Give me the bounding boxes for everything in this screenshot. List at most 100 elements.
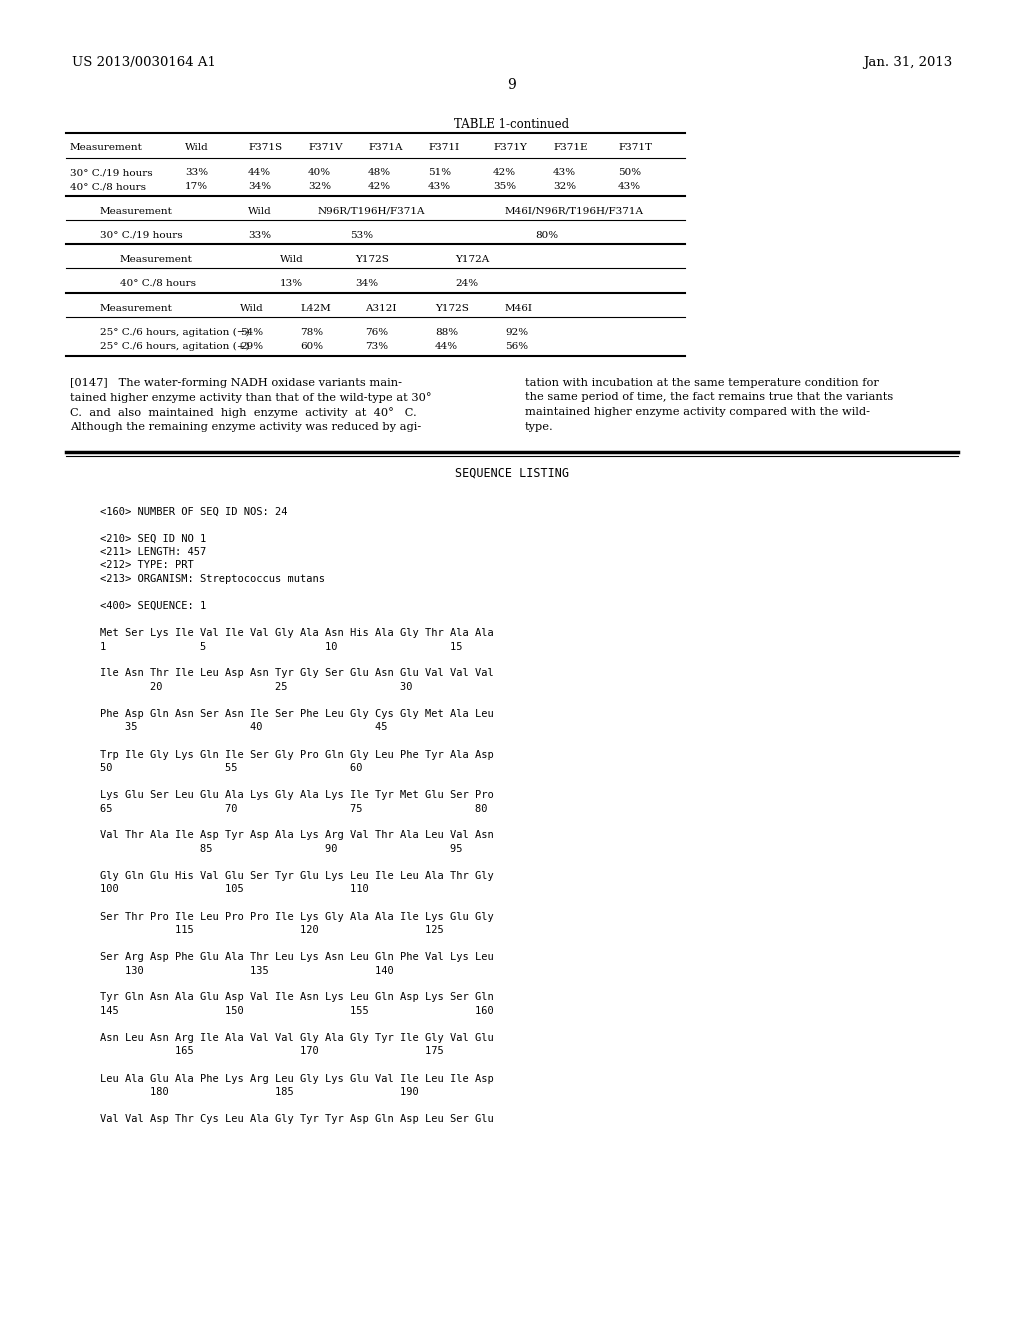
Text: tation with incubation at the same temperature condition for: tation with incubation at the same tempe…	[525, 378, 879, 388]
Text: 40° C./8 hours: 40° C./8 hours	[70, 182, 146, 191]
Text: F371E: F371E	[553, 143, 588, 152]
Text: 13%: 13%	[280, 279, 303, 288]
Text: Y172A: Y172A	[455, 255, 489, 264]
Text: Ser Arg Asp Phe Glu Ala Thr Leu Lys Asn Leu Gln Phe Val Lys Leu: Ser Arg Asp Phe Glu Ala Thr Leu Lys Asn …	[100, 952, 494, 962]
Text: Met Ser Lys Ile Val Ile Val Gly Ala Asn His Ala Gly Thr Ala Ala: Met Ser Lys Ile Val Ile Val Gly Ala Asn …	[100, 628, 494, 638]
Text: 65                  70                  75                  80: 65 70 75 80	[100, 804, 487, 813]
Text: F371I: F371I	[428, 143, 459, 152]
Text: <212> TYPE: PRT: <212> TYPE: PRT	[100, 561, 194, 570]
Text: Val Val Asp Thr Cys Leu Ala Gly Tyr Tyr Asp Gln Asp Leu Ser Glu: Val Val Asp Thr Cys Leu Ala Gly Tyr Tyr …	[100, 1114, 494, 1125]
Text: Ser Thr Pro Ile Leu Pro Pro Ile Lys Gly Ala Ala Ile Lys Glu Gly: Ser Thr Pro Ile Leu Pro Pro Ile Lys Gly …	[100, 912, 494, 921]
Text: A312I: A312I	[365, 304, 396, 313]
Text: <400> SEQUENCE: 1: <400> SEQUENCE: 1	[100, 601, 206, 611]
Text: Although the remaining enzyme activity was reduced by agi-: Although the remaining enzyme activity w…	[70, 421, 421, 432]
Text: 130                 135                 140: 130 135 140	[100, 965, 394, 975]
Text: Leu Ala Glu Ala Phe Lys Arg Leu Gly Lys Glu Val Ile Leu Ile Asp: Leu Ala Glu Ala Phe Lys Arg Leu Gly Lys …	[100, 1073, 494, 1084]
Text: 43%: 43%	[428, 182, 452, 191]
Text: tained higher enzyme activity than that of the wild-type at 30°: tained higher enzyme activity than that …	[70, 392, 432, 404]
Text: 44%: 44%	[435, 342, 458, 351]
Text: 34%: 34%	[248, 182, 271, 191]
Text: 92%: 92%	[505, 327, 528, 337]
Text: Gly Gln Glu His Val Glu Ser Tyr Glu Lys Leu Ile Leu Ala Thr Gly: Gly Gln Glu His Val Glu Ser Tyr Glu Lys …	[100, 871, 494, 880]
Text: maintained higher enzyme activity compared with the wild-: maintained higher enzyme activity compar…	[525, 407, 870, 417]
Text: 78%: 78%	[300, 327, 324, 337]
Text: US 2013/0030164 A1: US 2013/0030164 A1	[72, 55, 216, 69]
Text: TABLE 1-continued: TABLE 1-continued	[455, 117, 569, 131]
Text: 165                 170                 175: 165 170 175	[100, 1047, 443, 1056]
Text: 35                  40                  45: 35 40 45	[100, 722, 387, 733]
Text: 42%: 42%	[368, 182, 391, 191]
Text: M46I/N96R/T196H/F371A: M46I/N96R/T196H/F371A	[505, 207, 644, 216]
Text: Measurement: Measurement	[100, 207, 173, 216]
Text: 32%: 32%	[553, 182, 577, 191]
Text: 32%: 32%	[308, 182, 331, 191]
Text: N96R/T196H/F371A: N96R/T196H/F371A	[318, 207, 426, 216]
Text: F371V: F371V	[308, 143, 342, 152]
Text: 73%: 73%	[365, 342, 388, 351]
Text: 43%: 43%	[618, 182, 641, 191]
Text: 20                  25                  30: 20 25 30	[100, 682, 413, 692]
Text: 1               5                   10                  15: 1 5 10 15	[100, 642, 463, 652]
Text: 48%: 48%	[368, 168, 391, 177]
Text: 44%: 44%	[248, 168, 271, 177]
Text: Trp Ile Gly Lys Gln Ile Ser Gly Pro Gln Gly Leu Phe Tyr Ala Asp: Trp Ile Gly Lys Gln Ile Ser Gly Pro Gln …	[100, 750, 494, 759]
Text: <211> LENGTH: 457: <211> LENGTH: 457	[100, 546, 206, 557]
Text: 34%: 34%	[355, 279, 378, 288]
Text: 54%: 54%	[240, 327, 263, 337]
Text: F371A: F371A	[368, 143, 402, 152]
Text: Tyr Gln Asn Ala Glu Asp Val Ile Asn Lys Leu Gln Asp Lys Ser Gln: Tyr Gln Asn Ala Glu Asp Val Ile Asn Lys …	[100, 993, 494, 1002]
Text: 50                  55                  60: 50 55 60	[100, 763, 362, 774]
Text: Phe Asp Gln Asn Ser Asn Ile Ser Phe Leu Gly Cys Gly Met Ala Leu: Phe Asp Gln Asn Ser Asn Ile Ser Phe Leu …	[100, 709, 494, 719]
Text: C.  and  also  maintained  high  enzyme  activity  at  40°   C.: C. and also maintained high enzyme activ…	[70, 407, 417, 418]
Text: 35%: 35%	[493, 182, 516, 191]
Text: 180                 185                 190: 180 185 190	[100, 1086, 419, 1097]
Text: 50%: 50%	[618, 168, 641, 177]
Text: 56%: 56%	[505, 342, 528, 351]
Text: Val Thr Ala Ile Asp Tyr Asp Ala Lys Arg Val Thr Ala Leu Val Asn: Val Thr Ala Ile Asp Tyr Asp Ala Lys Arg …	[100, 830, 494, 841]
Text: F371T: F371T	[618, 143, 652, 152]
Text: <210> SEQ ID NO 1: <210> SEQ ID NO 1	[100, 533, 206, 544]
Text: 115                 120                 125: 115 120 125	[100, 925, 443, 935]
Text: 25° C./6 hours, agitation (+): 25° C./6 hours, agitation (+)	[100, 342, 250, 351]
Text: Y172S: Y172S	[435, 304, 469, 313]
Text: 42%: 42%	[493, 168, 516, 177]
Text: 60%: 60%	[300, 342, 324, 351]
Text: Ile Asn Thr Ile Leu Asp Asn Tyr Gly Ser Glu Asn Glu Val Val Val: Ile Asn Thr Ile Leu Asp Asn Tyr Gly Ser …	[100, 668, 494, 678]
Text: Measurement: Measurement	[70, 143, 143, 152]
Text: F371S: F371S	[248, 143, 283, 152]
Text: 51%: 51%	[428, 168, 452, 177]
Text: Jan. 31, 2013: Jan. 31, 2013	[863, 55, 952, 69]
Text: SEQUENCE LISTING: SEQUENCE LISTING	[455, 467, 569, 480]
Text: <160> NUMBER OF SEQ ID NOS: 24: <160> NUMBER OF SEQ ID NOS: 24	[100, 507, 288, 516]
Text: 145                 150                 155                 160: 145 150 155 160	[100, 1006, 494, 1016]
Text: 30° C./19 hours: 30° C./19 hours	[100, 231, 182, 240]
Text: Measurement: Measurement	[120, 255, 193, 264]
Text: 30° C./19 hours: 30° C./19 hours	[70, 168, 153, 177]
Text: 17%: 17%	[185, 182, 208, 191]
Text: 53%: 53%	[350, 231, 373, 240]
Text: 25° C./6 hours, agitation (−): 25° C./6 hours, agitation (−)	[100, 327, 250, 337]
Text: Wild: Wild	[185, 143, 209, 152]
Text: Wild: Wild	[248, 207, 271, 216]
Text: F371Y: F371Y	[493, 143, 527, 152]
Text: Lys Glu Ser Leu Glu Ala Lys Gly Ala Lys Ile Tyr Met Glu Ser Pro: Lys Glu Ser Leu Glu Ala Lys Gly Ala Lys …	[100, 789, 494, 800]
Text: 40%: 40%	[308, 168, 331, 177]
Text: [0147]   The water-forming NADH oxidase variants main-: [0147] The water-forming NADH oxidase va…	[70, 378, 402, 388]
Text: 85                  90                  95: 85 90 95	[100, 843, 463, 854]
Text: M46I: M46I	[505, 304, 534, 313]
Text: 76%: 76%	[365, 327, 388, 337]
Text: Wild: Wild	[280, 255, 304, 264]
Text: Wild: Wild	[240, 304, 264, 313]
Text: L42M: L42M	[300, 304, 331, 313]
Text: Measurement: Measurement	[100, 304, 173, 313]
Text: 40° C./8 hours: 40° C./8 hours	[120, 279, 196, 288]
Text: 88%: 88%	[435, 327, 458, 337]
Text: Asn Leu Asn Arg Ile Ala Val Val Gly Ala Gly Tyr Ile Gly Val Glu: Asn Leu Asn Arg Ile Ala Val Val Gly Ala …	[100, 1034, 494, 1043]
Text: <213> ORGANISM: Streptococcus mutans: <213> ORGANISM: Streptococcus mutans	[100, 574, 325, 583]
Text: 43%: 43%	[553, 168, 577, 177]
Text: Y172S: Y172S	[355, 255, 389, 264]
Text: 100                 105                 110: 100 105 110	[100, 884, 369, 895]
Text: 9: 9	[508, 78, 516, 92]
Text: the same period of time, the fact remains true that the variants: the same period of time, the fact remain…	[525, 392, 893, 403]
Text: 24%: 24%	[455, 279, 478, 288]
